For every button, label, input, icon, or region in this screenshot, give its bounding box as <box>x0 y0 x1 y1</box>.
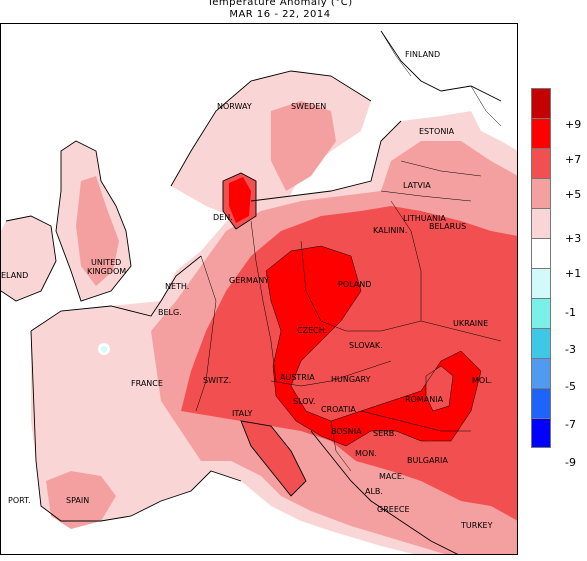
label-uk-2: KINGDOM <box>87 267 126 276</box>
zone-plus3-sweden <box>271 101 336 191</box>
zone-minus1-spot <box>101 346 107 352</box>
label-spain: SPAIN <box>66 496 89 505</box>
label-mol: MOL. <box>472 376 492 385</box>
legend-swatch-minus3 <box>531 298 551 328</box>
zone-romania-hole <box>426 366 453 411</box>
legend-tick-minus9: -9 <box>565 456 576 469</box>
label-romania: ROMANIA <box>405 395 444 404</box>
label-greece: GREECE <box>377 505 410 514</box>
label-latvia: LATVIA <box>403 181 431 190</box>
legend-swatch-minus5 <box>531 328 551 358</box>
label-bulgaria: BULGARIA <box>407 456 448 465</box>
color-legend <box>531 88 553 448</box>
legend-swatch-plus9 <box>531 88 551 118</box>
label-lithuania: LITHUANIA <box>403 214 446 223</box>
legend-tick-minus5: -5 <box>565 380 576 393</box>
zone-plus3-uk <box>76 176 119 286</box>
legend-tick-plus3: +3 <box>565 232 582 245</box>
label-france: FRANCE <box>131 379 163 388</box>
label-finland: FINLAND <box>405 50 440 59</box>
legend-tick-minus3: -3 <box>565 343 576 356</box>
label-sweden: SWEDEN <box>291 102 326 111</box>
label-slovak: SLOVAK. <box>349 341 383 350</box>
legend-tick-plus5: +5 <box>565 188 582 201</box>
country-borders <box>195 160 502 472</box>
anomaly-map: FINLAND NORWAY SWEDEN ESTONIA LATVIA LIT… <box>0 23 518 555</box>
label-serb: SERB. <box>373 429 397 438</box>
label-slov: SLOV. <box>293 397 315 406</box>
country-labels: FINLAND NORWAY SWEDEN ESTONIA LATVIA LIT… <box>1 50 493 530</box>
anomaly-contours <box>265 30 502 447</box>
label-bosnia: BOSNIA <box>331 427 362 436</box>
label-alb: ALB. <box>365 487 383 496</box>
map-title: Temperature Anomaly (°C) <box>207 0 353 8</box>
zone-plus7-denmark <box>229 177 251 223</box>
label-czech: CZECH. <box>297 326 327 335</box>
legend-tick-minus7: -7 <box>565 418 576 431</box>
legend-tick-minus1: -1 <box>565 306 576 319</box>
label-germany: GERMANY <box>229 276 269 285</box>
legend-swatch-minus1 <box>531 268 551 298</box>
label-ireland: ELAND <box>1 271 28 280</box>
label-kalinin: KALININ. <box>373 226 407 235</box>
legend-swatch-plus1 <box>531 208 551 238</box>
legend-swatch-minus9 <box>531 388 551 418</box>
legend-tick-plus9: +9 <box>565 118 582 131</box>
label-uk-1: UNITED <box>91 258 121 267</box>
legend-swatch-neutral <box>531 238 551 268</box>
legend-swatch-plus5 <box>531 148 551 178</box>
label-poland: POLAND <box>338 280 371 289</box>
label-den: DEN. <box>213 213 233 222</box>
label-port: PORT. <box>8 496 31 505</box>
map-subtitle: MAR 16 - 22, 2014 <box>229 9 331 20</box>
label-norway: NORWAY <box>217 102 252 111</box>
label-belarus: BELARUS <box>429 222 466 231</box>
anomaly-fill-layers <box>1 71 517 554</box>
label-croatia: CROATIA <box>321 405 356 414</box>
legend-tick-plus7: +7 <box>565 153 582 166</box>
legend-swatch-plus3 <box>531 178 551 208</box>
legend-swatch-plus7 <box>531 118 551 148</box>
label-mace: MACE. <box>379 472 404 481</box>
legend-swatch-minus7 <box>531 358 551 388</box>
zone-plus5 <box>181 206 517 521</box>
label-estonia: ESTONIA <box>419 127 455 136</box>
label-neth: NETH. <box>165 282 189 291</box>
label-ukraine: UKRAINE <box>453 319 488 328</box>
coastlines <box>1 30 502 554</box>
label-austria: AUSTRIA <box>280 373 315 382</box>
zone-plus5-italy <box>241 421 306 496</box>
label-switz: SWITZ. <box>203 376 231 385</box>
label-belg: BELG. <box>158 308 182 317</box>
label-italy: ITALY <box>232 409 252 418</box>
legend-swatch-minus11 <box>531 418 551 448</box>
label-hungary: HUNGARY <box>331 375 371 384</box>
zone-plus1-ireland <box>1 216 56 301</box>
label-turkey: TURKEY <box>460 521 493 530</box>
zone-plus3-spain <box>46 471 116 529</box>
label-mon: MON. <box>355 449 377 458</box>
legend-tick-plus1: +1 <box>565 267 582 280</box>
